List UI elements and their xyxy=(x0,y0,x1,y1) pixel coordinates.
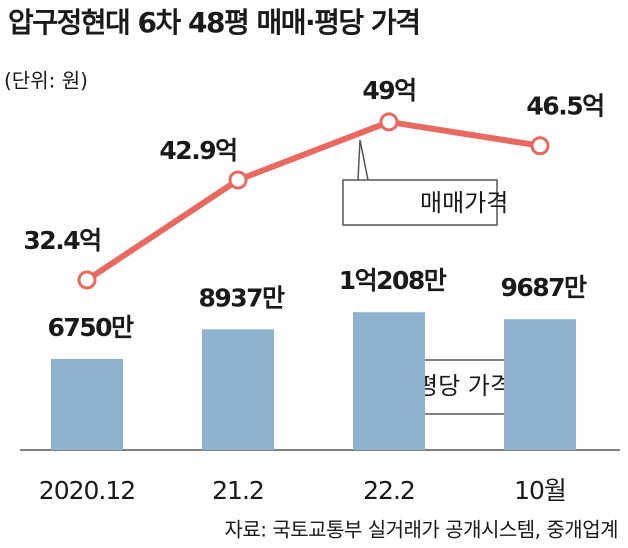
line-marker xyxy=(228,170,248,190)
x-tick-label: 10월 xyxy=(514,476,566,505)
line-marker xyxy=(530,136,550,156)
legend-entry: 매매가격 xyxy=(420,189,508,217)
unit-note: (단위: 원) xyxy=(4,69,88,93)
x-tick-label: 21.2 xyxy=(212,476,264,505)
bar xyxy=(202,329,274,450)
value-label: 42.9억 xyxy=(159,136,236,165)
value-label: 1억208만 xyxy=(339,266,447,295)
line-callout-box xyxy=(342,179,498,226)
value-label: 49억 xyxy=(362,76,415,105)
x-tick-label: 22.2 xyxy=(363,476,415,505)
line-marker xyxy=(379,112,399,132)
bar xyxy=(353,312,425,450)
chart-title: 압구정현대 6차 48평 매매·평당 가격 xyxy=(8,6,419,39)
value-label: 46.5억 xyxy=(526,92,603,121)
value-label: 32.4억 xyxy=(23,226,100,255)
value-label: 9687만 xyxy=(500,273,587,302)
legend-entry: 평당 가격 xyxy=(416,372,512,400)
value-label: 6750만 xyxy=(47,313,134,342)
callout-pointer xyxy=(357,139,369,181)
source-note: 자료: 국토교통부 실거래가 공개시스템, 중개업계 xyxy=(224,518,618,542)
bar xyxy=(51,358,123,450)
x-tick-label: 2020.12 xyxy=(39,476,135,505)
line-marker xyxy=(77,270,97,290)
line xyxy=(85,118,541,283)
value-label: 8937만 xyxy=(198,283,285,312)
bar xyxy=(504,319,576,450)
